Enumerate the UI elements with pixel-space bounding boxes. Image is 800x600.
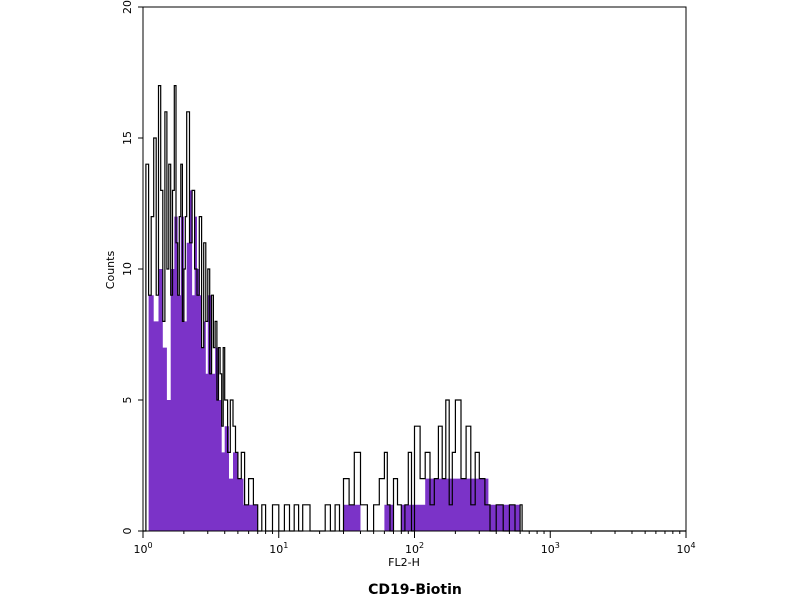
axes: 0 5 10 15 20 100 101 102 103 104 FL2-H Counts xyxy=(104,0,696,569)
y-tick-label: 5 xyxy=(121,397,134,404)
x-axis-title: FL2-H xyxy=(388,556,420,569)
x-tick-label: 101 xyxy=(269,541,288,556)
y-tick-label: 10 xyxy=(121,262,134,276)
x-tick-label: 103 xyxy=(541,541,560,556)
x-tick-label: 102 xyxy=(405,541,424,556)
x-tick-label: 100 xyxy=(133,541,152,556)
y-tick-label: 15 xyxy=(121,131,134,145)
plot-area xyxy=(143,85,686,532)
chart-caption: CD19-Biotin xyxy=(368,582,462,598)
y-axis-title: Counts xyxy=(104,251,117,290)
y-tick-label: 20 xyxy=(121,0,134,14)
histogram-fill xyxy=(143,190,686,531)
y-tick-label: 0 xyxy=(121,528,134,535)
x-tick-label: 104 xyxy=(676,541,695,556)
